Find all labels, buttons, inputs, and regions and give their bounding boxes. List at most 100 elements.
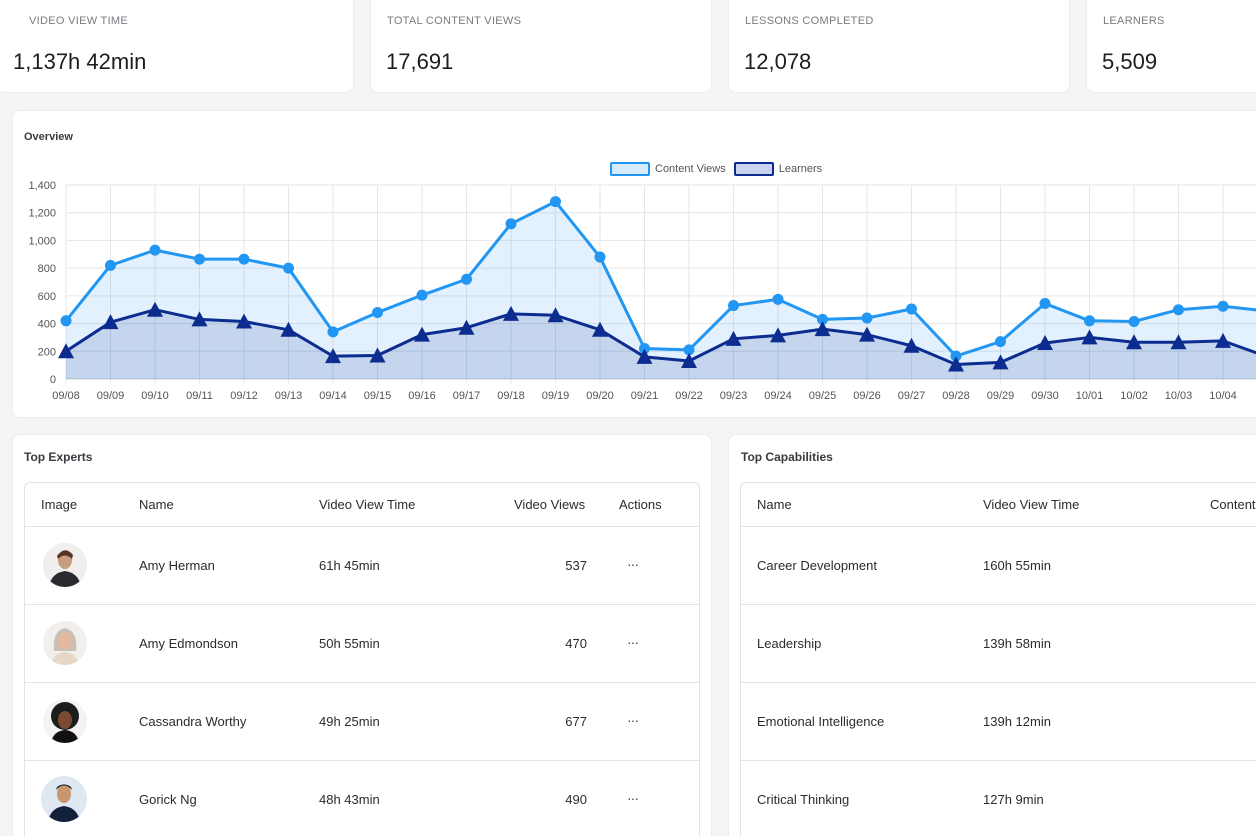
data-point (283, 262, 294, 274)
data-point (592, 321, 608, 337)
capability-video-view-time: 160h 55min (983, 558, 1051, 573)
table-row[interactable]: Leadership 139h 58min (741, 605, 1256, 683)
data-point (992, 354, 1009, 370)
x-tick-label: 09/27 (898, 390, 926, 402)
expert-name[interactable]: Cassandra Worthy (139, 714, 247, 729)
x-tick-label: 09/30 (1031, 390, 1059, 402)
stat-value: 17,691 (386, 49, 454, 74)
data-point (1128, 315, 1140, 327)
header-image: Image (41, 497, 78, 512)
x-tick-label: 09/14 (319, 390, 347, 402)
x-tick-label: 09/09 (97, 390, 125, 402)
data-point (950, 350, 962, 362)
more-actions-icon[interactable]: ··· (627, 790, 639, 806)
x-tick-label: 09/08 (52, 390, 80, 402)
expert-video-views: 537 (565, 558, 587, 573)
expert-video-views: 490 (565, 792, 587, 807)
header-actions: Actions (619, 497, 662, 512)
data-point (1081, 329, 1098, 345)
legend-content-views[interactable]: Content Views (610, 162, 726, 176)
header-video-views[interactable]: Video Views (514, 497, 586, 512)
data-point (414, 326, 430, 342)
overview-chart: 0 200 400 600 800 1,000 1,200 1,400 09/08 09/09 09… (28, 180, 1256, 402)
stat-label: LESSONS COMPLETED (745, 15, 874, 27)
table-row[interactable]: Emotional Intelligence 139h 12min (741, 683, 1256, 761)
x-tick-label: 09/28 (942, 390, 970, 402)
legend-swatch-learners (733, 162, 774, 176)
expert-name[interactable]: Amy Herman (139, 558, 215, 573)
stat-value: 1,137h 42min (13, 49, 147, 74)
data-point (147, 301, 163, 317)
x-tick-label: 09/23 (720, 390, 748, 402)
data-point (995, 336, 1006, 348)
data-point (594, 251, 606, 263)
data-point (817, 313, 828, 325)
data-point (60, 315, 72, 327)
avatar (43, 621, 87, 665)
more-actions-icon[interactable]: ··· (627, 556, 639, 572)
x-tick-label: 09/20 (586, 390, 614, 402)
table-row[interactable]: Career Development 160h 55min (741, 527, 1256, 605)
y-tick-label: 400 (38, 319, 56, 331)
table-row[interactable]: Cassandra Worthy 49h 25min 677 ··· (25, 683, 699, 761)
data-point (191, 311, 208, 327)
data-point (728, 300, 739, 312)
table-row[interactable]: Critical Thinking 127h 9min (741, 761, 1256, 836)
header-name[interactable]: Name (139, 497, 174, 512)
data-point (194, 253, 205, 265)
data-point (906, 303, 917, 315)
expert-name[interactable]: Amy Edmondson (139, 636, 238, 651)
data-point (903, 337, 920, 353)
legend-learners[interactable]: Learners (733, 162, 823, 176)
table-header: Image Name Video View Time Video Views A… (25, 483, 699, 527)
expert-video-views: 470 (565, 636, 587, 651)
data-point (461, 273, 472, 285)
avatar (43, 543, 87, 587)
table-row[interactable]: Amy Edmondson 50h 55min 470 ··· (25, 605, 699, 683)
x-tick-label: 09/17 (453, 390, 481, 402)
data-point (149, 244, 161, 256)
data-point (280, 321, 297, 337)
data-point (683, 344, 695, 356)
header-video-view-time[interactable]: Video View Time (319, 497, 416, 512)
more-actions-icon[interactable]: ··· (627, 634, 639, 650)
capability-name[interactable]: Emotional Intelligence (757, 714, 885, 729)
legend-swatch-content-views (610, 162, 650, 176)
x-tick-label: 10/03 (1165, 390, 1193, 402)
x-tick-label: 09/25 (809, 390, 837, 402)
header-content[interactable]: Content (1210, 497, 1256, 512)
table-row[interactable]: Gorick Ng 48h 43min 490 ··· (25, 761, 699, 836)
data-point (770, 327, 786, 343)
header-name[interactable]: Name (757, 497, 792, 512)
y-tick-label: 200 (38, 346, 56, 358)
data-point (236, 313, 252, 329)
stat-label: TOTAL CONTENT VIEWS (387, 15, 522, 27)
stat-card-lessons-completed: LESSONS COMPLETED 12,078 (728, 0, 1070, 93)
more-actions-icon[interactable]: ··· (627, 712, 639, 728)
data-point (859, 326, 875, 342)
header-video-view-time[interactable]: Video View Time (983, 497, 1080, 512)
x-tick-label: 09/15 (364, 390, 392, 402)
data-point (948, 356, 964, 372)
capability-video-view-time: 139h 12min (983, 714, 1051, 729)
chart-legend: Content Views Learners (610, 162, 830, 176)
data-point (550, 196, 561, 208)
data-point (1037, 334, 1053, 350)
table-header: Name Video View Time Content (741, 483, 1256, 527)
data-point (372, 306, 383, 318)
capability-name[interactable]: Critical Thinking (757, 792, 850, 807)
capability-name[interactable]: Leadership (757, 636, 822, 651)
capability-name[interactable]: Career Development (757, 558, 877, 573)
table-row[interactable]: Amy Herman 61h 45min 537 ··· (25, 527, 699, 605)
x-tick-label: 09/19 (542, 390, 570, 402)
data-point (1173, 304, 1184, 316)
expert-name[interactable]: Gorick Ng (139, 792, 197, 807)
avatar (41, 776, 87, 822)
data-point (1217, 300, 1229, 312)
capabilities-table: Name Video View Time Content Career Deve… (740, 482, 1256, 836)
expert-video-view-time: 49h 25min (319, 714, 380, 729)
data-point (861, 312, 873, 324)
series-line-content-views (64, 200, 1256, 358)
expert-video-views: 677 (565, 714, 587, 729)
legend-label: Learners (778, 163, 823, 175)
